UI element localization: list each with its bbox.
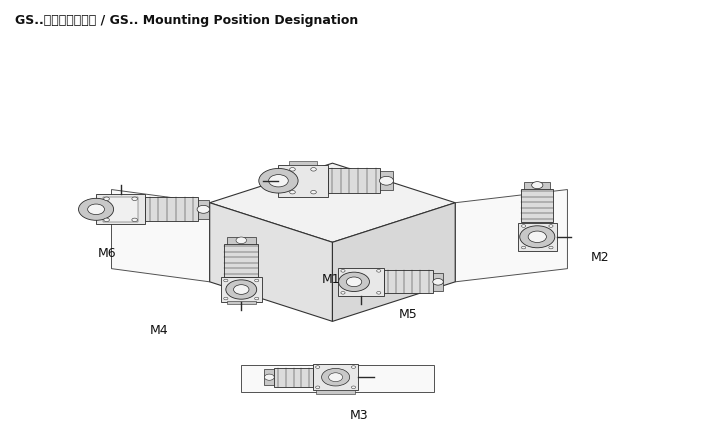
Bar	[384, 271, 433, 293]
Text: M3: M3	[350, 409, 368, 422]
Circle shape	[341, 270, 345, 272]
Circle shape	[377, 291, 381, 294]
Text: M4: M4	[150, 324, 169, 336]
Circle shape	[322, 368, 350, 386]
Bar	[226, 237, 256, 243]
Circle shape	[197, 205, 210, 213]
Circle shape	[549, 225, 553, 227]
Circle shape	[377, 270, 381, 272]
Bar	[289, 161, 317, 165]
Circle shape	[310, 190, 316, 194]
Circle shape	[380, 176, 394, 185]
Circle shape	[233, 285, 249, 294]
Circle shape	[528, 231, 547, 243]
Circle shape	[290, 190, 296, 194]
Bar	[198, 200, 209, 218]
Circle shape	[88, 204, 105, 214]
Circle shape	[78, 198, 114, 220]
Bar	[380, 171, 393, 190]
Bar	[224, 243, 258, 276]
Bar	[264, 369, 274, 385]
Bar	[312, 364, 358, 390]
Circle shape	[329, 373, 343, 381]
Polygon shape	[332, 203, 455, 321]
Circle shape	[236, 237, 247, 243]
Bar	[103, 197, 138, 222]
Circle shape	[346, 277, 362, 287]
Circle shape	[522, 246, 526, 249]
Bar	[279, 165, 327, 197]
Circle shape	[351, 386, 356, 388]
Polygon shape	[112, 190, 210, 282]
Circle shape	[433, 279, 443, 285]
Bar	[525, 182, 550, 189]
Text: M2: M2	[590, 251, 609, 264]
Circle shape	[223, 297, 228, 300]
Bar	[96, 194, 145, 224]
Circle shape	[255, 297, 259, 300]
Text: M6: M6	[98, 247, 116, 260]
Bar	[316, 390, 355, 394]
Bar	[145, 198, 198, 221]
Circle shape	[315, 366, 320, 368]
Circle shape	[132, 218, 137, 222]
Bar	[327, 169, 380, 193]
Bar	[274, 368, 312, 387]
Circle shape	[520, 226, 555, 248]
Polygon shape	[455, 190, 568, 282]
Circle shape	[259, 169, 298, 193]
Circle shape	[104, 197, 110, 201]
Bar	[433, 273, 443, 291]
Bar	[221, 277, 262, 302]
Circle shape	[226, 280, 257, 299]
Bar	[518, 222, 556, 251]
Bar	[226, 301, 256, 304]
Bar	[338, 268, 384, 296]
Circle shape	[104, 218, 110, 222]
Polygon shape	[241, 365, 434, 392]
Text: M5: M5	[399, 308, 418, 321]
Polygon shape	[210, 163, 455, 242]
Circle shape	[264, 374, 274, 380]
Text: M1: M1	[322, 273, 341, 286]
Circle shape	[522, 225, 526, 227]
Circle shape	[315, 386, 320, 388]
Text: GS..安装位置示意图 / GS.. Mounting Position Designation: GS..安装位置示意图 / GS.. Mounting Position Des…	[16, 14, 358, 27]
Circle shape	[269, 174, 288, 187]
Circle shape	[549, 246, 553, 249]
Circle shape	[351, 366, 356, 368]
Circle shape	[532, 182, 543, 189]
Circle shape	[339, 272, 370, 291]
Circle shape	[310, 168, 316, 171]
Circle shape	[290, 168, 296, 171]
Polygon shape	[210, 203, 332, 321]
Circle shape	[255, 279, 259, 282]
Circle shape	[341, 291, 345, 294]
Circle shape	[132, 197, 137, 201]
Bar	[522, 189, 553, 222]
Circle shape	[223, 279, 228, 282]
